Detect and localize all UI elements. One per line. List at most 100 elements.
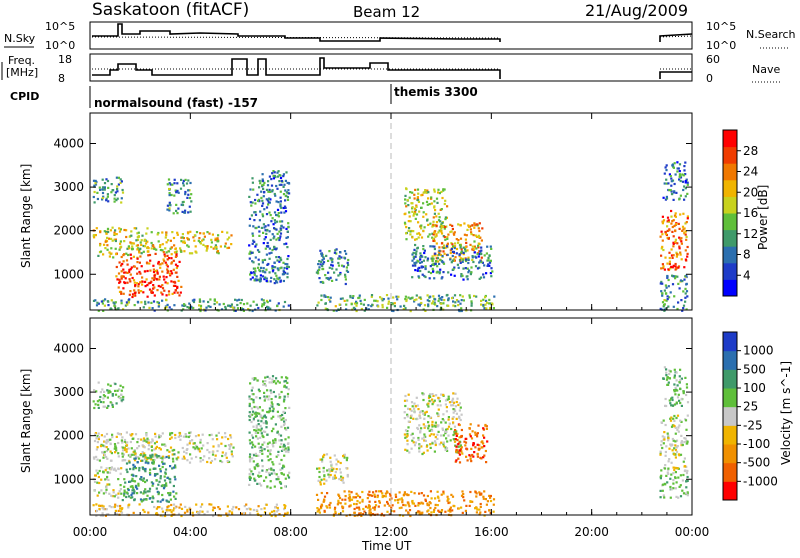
range-cell (254, 452, 257, 455)
range-cell (110, 183, 113, 186)
range-cell (435, 271, 438, 274)
range-cell (441, 254, 444, 258)
y-tick-label: 3000 (53, 385, 84, 399)
range-cell (318, 266, 321, 269)
range-cell (685, 283, 688, 286)
range-cell (96, 191, 99, 194)
range-cell (458, 415, 461, 418)
range-cell (483, 454, 486, 457)
range-cell (129, 290, 132, 293)
range-cell (173, 194, 176, 197)
range-cell (178, 432, 182, 435)
range-cell (664, 483, 667, 486)
range-cell (174, 255, 177, 258)
range-cell (420, 227, 423, 230)
range-cell (120, 245, 123, 248)
y-tick-label: 4000 (53, 137, 84, 151)
range-cell (275, 455, 278, 458)
range-cell (663, 303, 666, 306)
range-cell (126, 281, 129, 284)
colorbar-swatch (723, 196, 737, 214)
range-cell (484, 299, 488, 302)
range-cell (482, 427, 485, 430)
range-cell (174, 464, 177, 467)
range-cell (454, 256, 457, 259)
range-cell (286, 265, 289, 268)
range-cell (275, 279, 278, 282)
range-cell (231, 513, 234, 516)
range-cell (248, 455, 251, 459)
range-cell (469, 457, 472, 461)
range-cell (670, 473, 673, 476)
range-cell (178, 294, 181, 297)
range-cell (124, 481, 127, 484)
range-cell (141, 283, 144, 286)
range-cell (411, 210, 414, 213)
range-cell (250, 413, 254, 416)
range-cell (284, 485, 287, 488)
range-cell (407, 501, 410, 504)
range-cell (163, 255, 167, 258)
range-cell (278, 180, 281, 183)
range-cell (344, 502, 347, 505)
range-cell (227, 444, 231, 447)
range-cell (146, 456, 149, 459)
range-cell (280, 183, 283, 186)
range-cell (272, 265, 275, 269)
range-cell (278, 238, 281, 242)
range-cell (411, 276, 414, 279)
range-cell (335, 309, 338, 312)
range-cell (421, 437, 424, 440)
range-cell (270, 251, 273, 254)
range-cell (413, 492, 416, 495)
range-cell (172, 503, 176, 506)
range-cell (140, 476, 143, 479)
range-cell (248, 224, 251, 227)
range-cell (279, 468, 282, 471)
range-cell (355, 492, 358, 495)
range-cell (266, 306, 269, 309)
range-cell (386, 510, 389, 513)
range-cell (100, 434, 103, 437)
range-cell (667, 467, 670, 470)
range-cell (263, 414, 266, 417)
range-cell (333, 251, 336, 254)
range-cell (483, 307, 486, 310)
range-cell (214, 454, 217, 457)
range-cell (475, 492, 478, 495)
data-patch (92, 503, 289, 518)
range-cell (686, 442, 689, 445)
range-cell (422, 494, 426, 497)
range-cell (116, 389, 119, 392)
range-cell (130, 257, 133, 260)
range-cell (438, 272, 441, 275)
range-cell (122, 292, 125, 295)
range-cell (667, 305, 670, 308)
range-cell (484, 303, 487, 306)
range-cell (253, 467, 257, 470)
range-cell (423, 417, 426, 420)
range-cell (102, 195, 105, 198)
range-cell (458, 461, 462, 464)
range-cell (447, 416, 450, 419)
range-cell (283, 506, 286, 509)
range-cell (139, 241, 142, 244)
range-cell (470, 300, 473, 303)
range-cell (419, 297, 423, 300)
range-cell (144, 467, 147, 471)
range-cell (445, 447, 449, 450)
range-cell (152, 459, 155, 462)
colorbar-tick-label: 25 (743, 400, 758, 414)
range-cell (248, 252, 251, 255)
range-cell (106, 389, 109, 392)
range-cell (137, 482, 140, 485)
range-cell (154, 473, 157, 476)
range-cell (133, 449, 136, 452)
range-cell (666, 295, 669, 298)
range-cell (254, 432, 258, 435)
range-cell (391, 504, 394, 507)
range-cell (276, 267, 279, 270)
range-cell (142, 467, 145, 471)
range-cell (348, 499, 351, 502)
range-cell (464, 444, 467, 447)
